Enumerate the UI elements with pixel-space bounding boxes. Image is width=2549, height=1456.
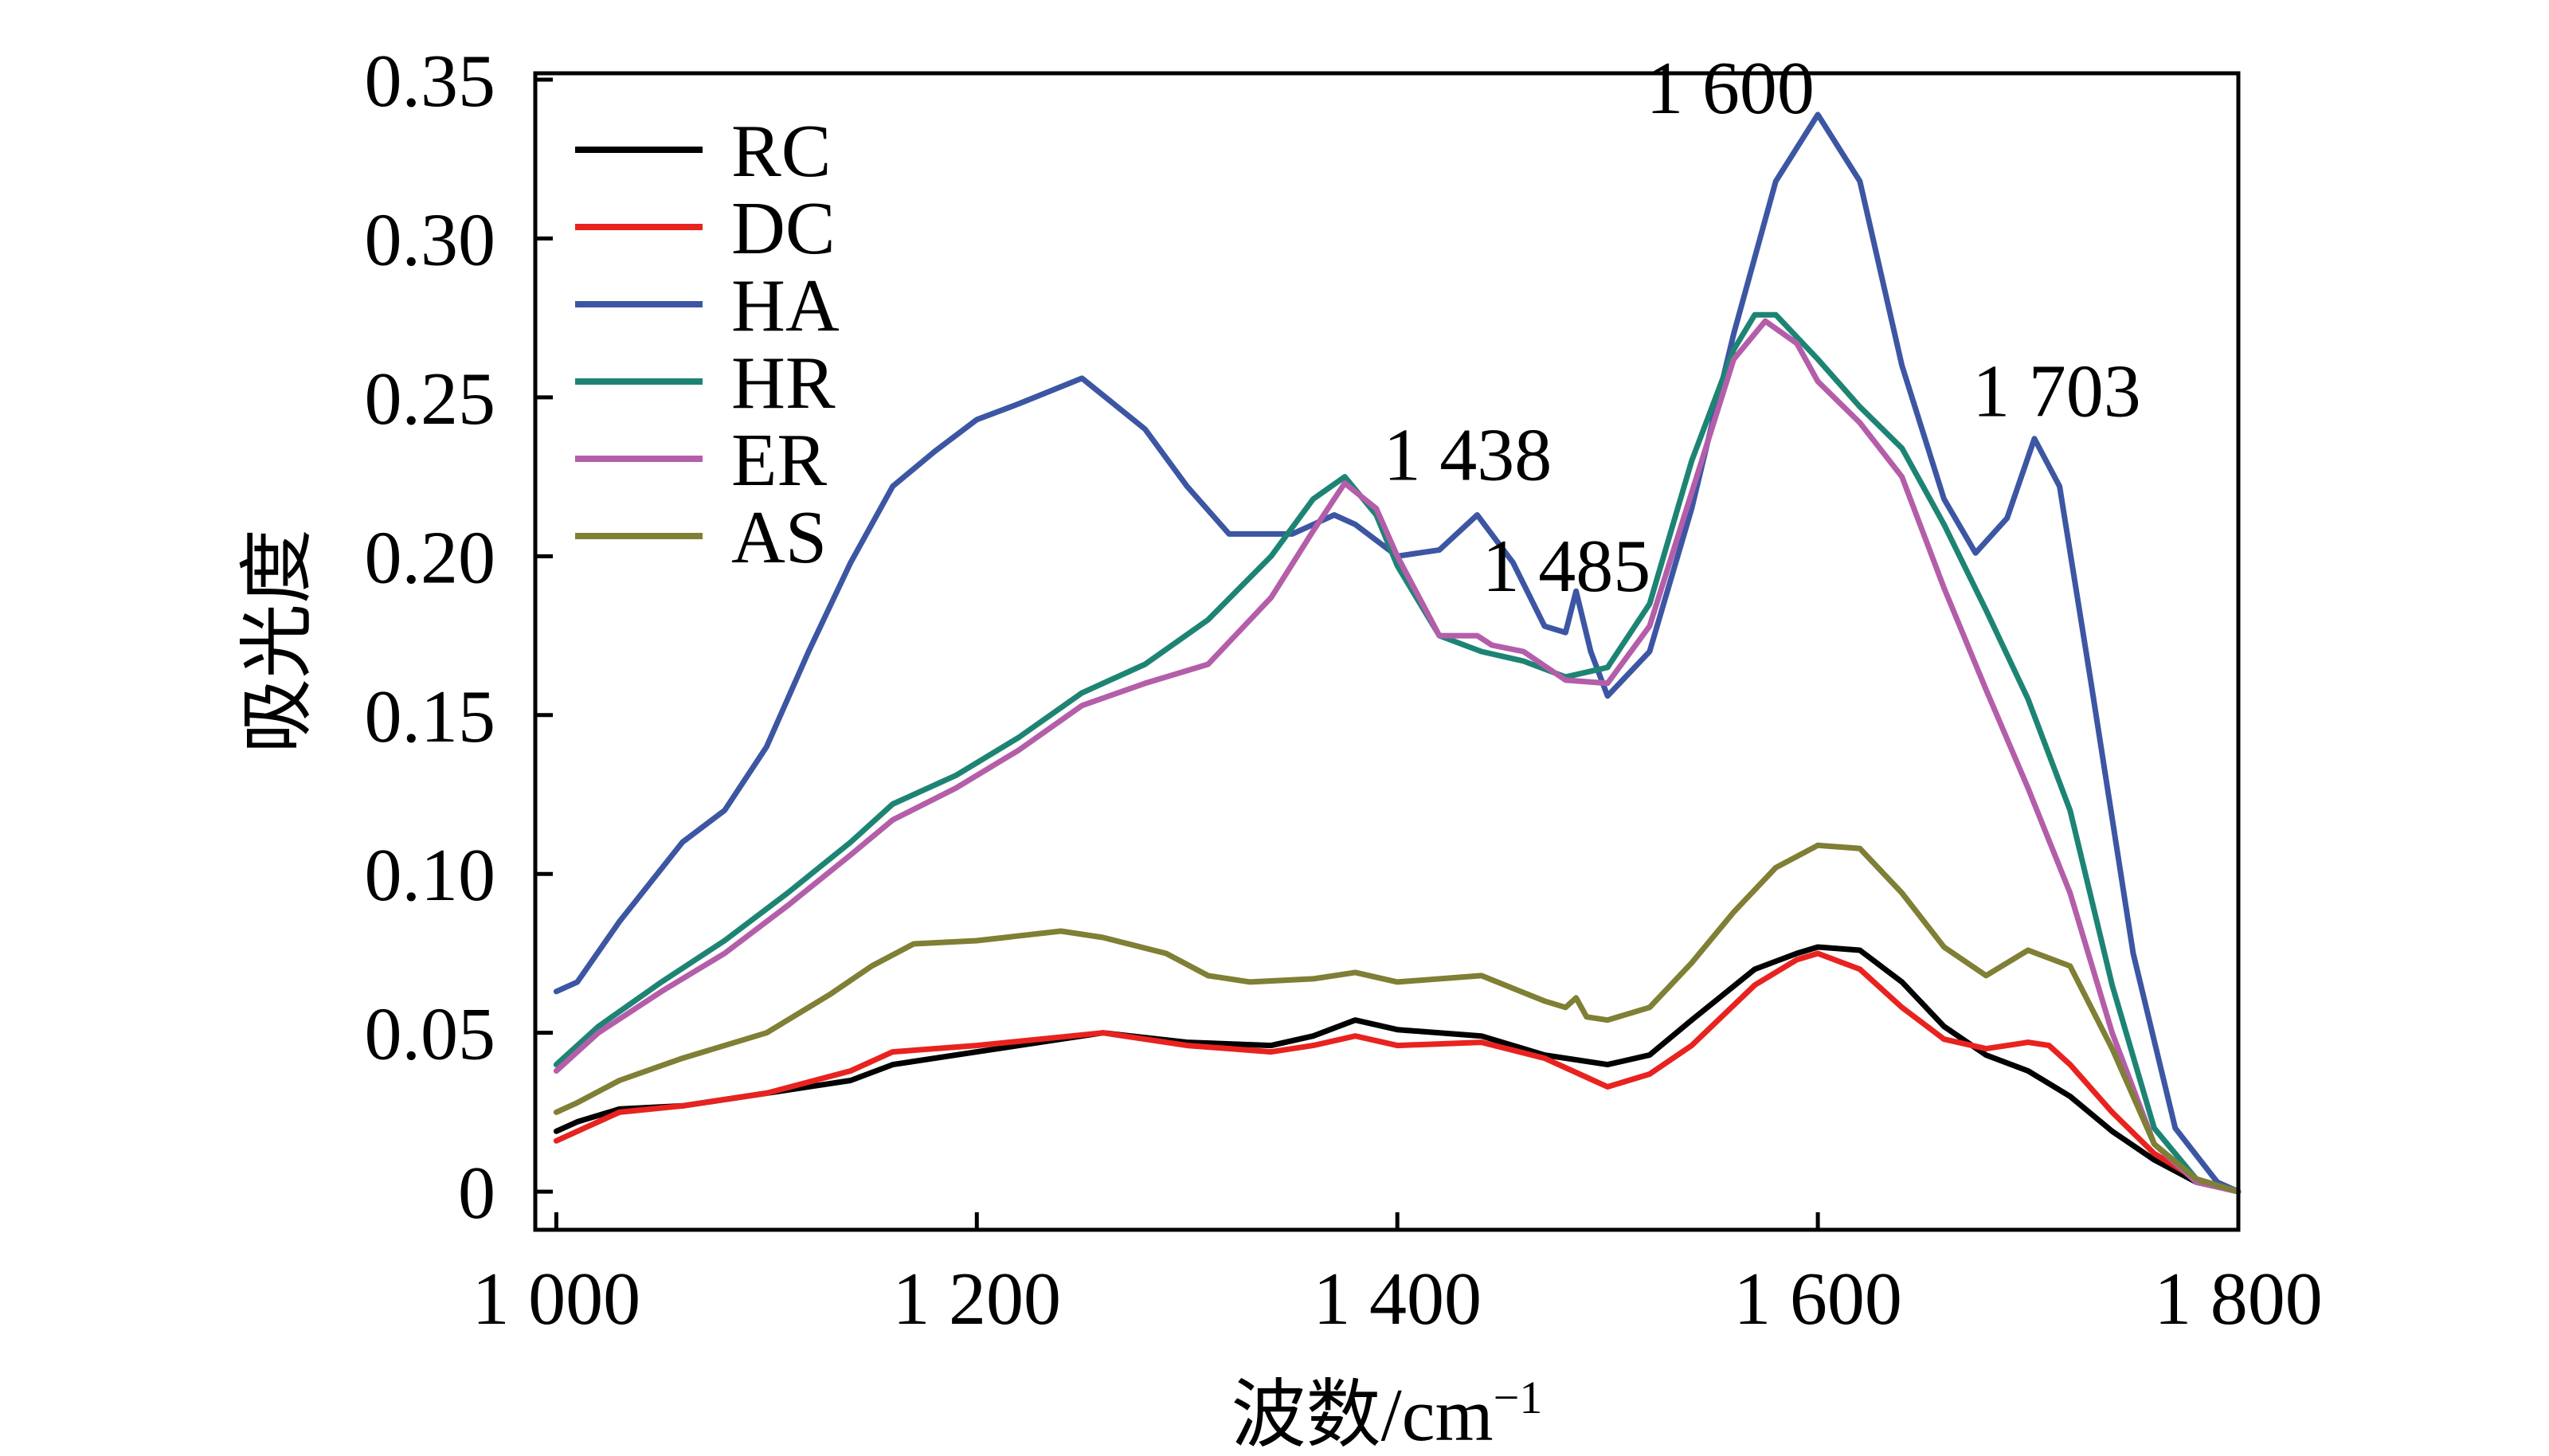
x-tick-label: 1 000 [472,1258,641,1341]
legend-label-dc: DC [731,187,836,270]
x-tick-label: 1 800 [2154,1258,2323,1341]
y-tick-label: 0.35 [365,40,496,123]
y-tick-label: 0.05 [365,993,496,1076]
plot-frame [533,71,2241,1232]
series-line-hr [553,311,2242,1195]
y-axis: 0 0.05 0.10 0.15 0.20 0.25 0.30 0.35 [365,40,553,1235]
x-axis-title: 波数/cm−1 [1231,1372,1543,1456]
y-tick-label: 0 [458,1152,495,1235]
y-tick-label: 0.25 [365,358,496,440]
peak-label: 1 438 [1384,413,1553,496]
series-line-as [553,842,2242,1195]
series-line-dc [553,950,2242,1195]
series-line-rc [553,944,2242,1195]
y-tick-label: 0.20 [365,516,496,599]
annotations: 1 600 1 703 1 438 1 485 [1384,47,2141,608]
x-axis: 1 000 1 200 1 400 1 600 1 800 [472,1212,2323,1341]
peak-label: 1 703 [1972,350,2141,433]
legend-label-er: ER [731,419,827,502]
legend-label-rc: RC [731,110,831,193]
y-axis-title: 吸光度 [237,529,319,753]
y-tick-label: 0.10 [365,834,496,917]
legend-label-hr: HR [731,342,836,425]
x-tick-label: 1 200 [893,1258,1062,1341]
peak-label: 1 485 [1482,525,1651,608]
peak-label: 1 600 [1646,47,1815,130]
x-tick-label: 1 600 [1733,1258,1902,1341]
series-layer [553,112,2242,1195]
y-tick-label: 0.30 [365,198,496,281]
y-tick-label: 0.15 [365,675,496,758]
legend-label-ha: HA [731,264,840,347]
series-line-er [553,318,2242,1195]
legend-label-as: AS [731,496,827,579]
series-line-ha [553,112,2242,1195]
x-tick-label: 1 400 [1313,1258,1482,1341]
